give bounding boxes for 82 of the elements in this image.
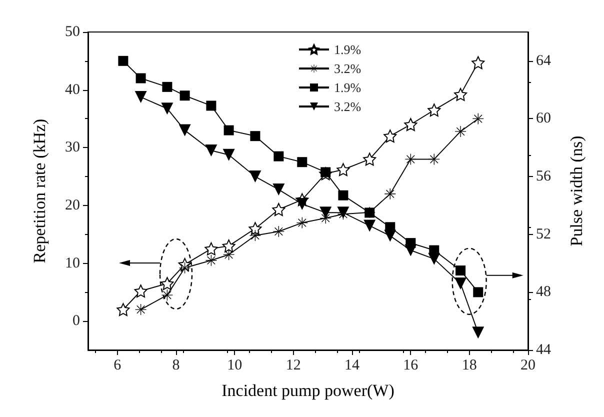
point: [179, 262, 190, 274]
point: [320, 206, 332, 219]
y2-axis-title: Pulse width (ns): [567, 136, 586, 246]
point: [472, 56, 485, 70]
point: [428, 154, 440, 165]
x-tick-label: 12: [286, 358, 301, 374]
point: [456, 266, 466, 276]
y2-tick-label: 64: [536, 52, 552, 69]
point: [248, 222, 262, 236]
point: [135, 304, 146, 316]
y-tick-label: 50: [65, 24, 80, 40]
point: [297, 157, 308, 168]
y2-tick-label: 60: [536, 110, 551, 127]
point: [364, 208, 375, 218]
x-tick-label: 8: [172, 358, 180, 374]
point: [404, 244, 417, 256]
point: [428, 104, 441, 117]
point: [205, 144, 218, 157]
point: [160, 277, 174, 290]
point: [116, 303, 130, 316]
point: [405, 154, 416, 165]
point: [363, 152, 376, 166]
x-tick-label: 6: [114, 358, 122, 374]
legend-label: 3.2%: [334, 61, 362, 76]
point: [455, 126, 466, 137]
x-tick-label: 20: [520, 358, 536, 374]
point: [204, 242, 218, 256]
point: [206, 254, 217, 266]
point: [336, 163, 350, 176]
y2-tick-label: 48: [536, 284, 551, 300]
y2-tick-label: 56: [536, 168, 552, 185]
point: [472, 326, 484, 339]
point: [472, 113, 484, 124]
point: [222, 148, 235, 161]
x-tick-label: 10: [227, 358, 242, 374]
point: [136, 73, 146, 84]
point: [206, 100, 216, 111]
legend-label: 3.2%: [334, 99, 362, 114]
y-tick-label: 10: [65, 255, 80, 272]
point: [384, 230, 396, 242]
y2-tick-label: 44: [536, 342, 552, 358]
y-axis-title: Repetition rate (kHz): [30, 118, 49, 264]
legend-label: 1.9%: [334, 80, 362, 95]
y-tick-label: 40: [65, 82, 80, 98]
point: [224, 125, 234, 136]
point: [384, 130, 397, 143]
point: [162, 290, 173, 301]
point: [180, 90, 190, 101]
point: [249, 170, 262, 183]
point: [296, 217, 308, 228]
y-tick-label: 20: [65, 197, 80, 214]
point: [250, 230, 261, 242]
point: [454, 88, 468, 101]
point: [134, 91, 147, 104]
point: [404, 118, 418, 132]
x-tick-label: 14: [344, 358, 360, 374]
point: [473, 287, 484, 298]
legend-label: 1.9%: [334, 42, 362, 57]
point: [118, 56, 128, 66]
y-tick-label: 30: [65, 140, 80, 156]
point: [296, 198, 308, 210]
point: [161, 102, 174, 115]
x-tick-label: 18: [462, 358, 477, 374]
point: [454, 278, 467, 290]
point: [272, 203, 286, 216]
point: [222, 239, 236, 252]
x-axis-title: Incident pump power(W): [222, 381, 394, 400]
point: [338, 190, 348, 200]
point: [134, 284, 148, 298]
y2-tick-label: 52: [536, 226, 551, 242]
point: [364, 220, 376, 232]
point: [223, 249, 234, 260]
point: [250, 131, 260, 142]
point: [384, 188, 396, 200]
point: [273, 226, 284, 237]
point: [428, 252, 440, 265]
y-tick-label: 0: [72, 313, 80, 330]
point: [162, 82, 172, 92]
x-tick-label: 16: [403, 358, 419, 374]
point: [178, 124, 191, 136]
point: [274, 151, 284, 162]
point: [272, 184, 285, 196]
